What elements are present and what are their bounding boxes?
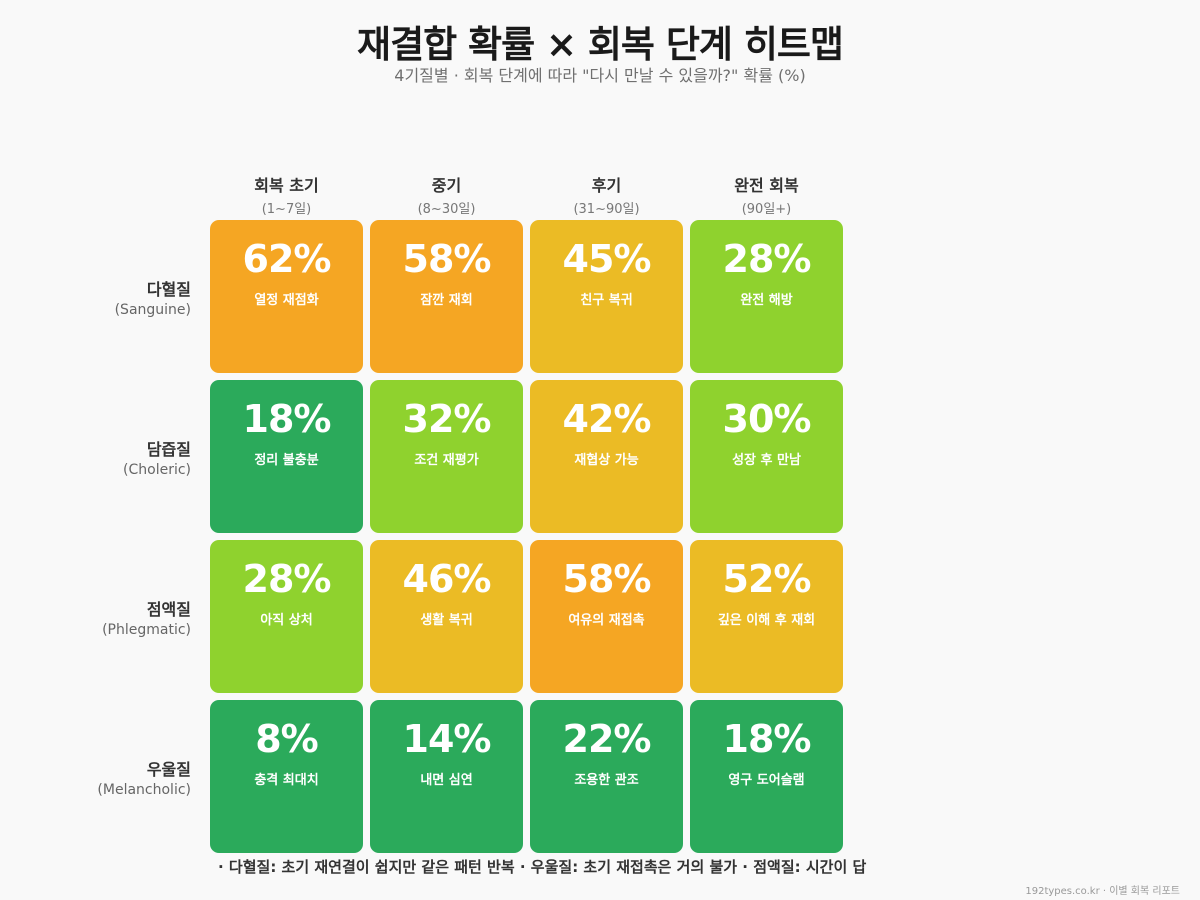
cell-value: 28% <box>722 237 812 281</box>
cell-value: 18% <box>722 717 812 761</box>
cell-value: 28% <box>242 557 332 601</box>
row-header: 점액질 (Phlegmatic) <box>0 596 191 638</box>
chart-title: 재결합 확률 × 회복 단계 히트맵 <box>357 23 844 66</box>
heatmap-cell: 8% 충격 최대치 <box>210 700 363 853</box>
cell-value: 42% <box>562 397 652 441</box>
heatmap-cell: 22% 조용한 관조 <box>530 700 683 853</box>
cell-tag: 조용한 관조 <box>574 773 639 788</box>
column-header: 후기 (31~90일) <box>530 172 683 217</box>
row-label: 우울질 <box>146 760 191 779</box>
column-label: 완전 회복 <box>734 176 799 195</box>
cell-tag: 영구 도어슬램 <box>728 773 805 788</box>
cell-value: 30% <box>722 397 812 441</box>
heatmap-cell: 32% 조건 재평가 <box>370 380 523 533</box>
cell-value: 32% <box>402 397 492 441</box>
row-label: 점액질 <box>146 600 191 619</box>
heatmap-cell: 42% 재협상 가능 <box>530 380 683 533</box>
row-sublabel: (Phlegmatic) <box>102 622 191 638</box>
cell-tag: 잠깐 재회 <box>420 293 473 308</box>
heatmap-cell: 45% 친구 복귀 <box>530 220 683 373</box>
column-sublabel: (31~90일) <box>573 202 640 217</box>
row-label: 다혈질 <box>146 280 191 299</box>
row-sublabel: (Sanguine) <box>114 302 191 318</box>
heatmap-cell: 62% 열정 재점화 <box>210 220 363 373</box>
credit: 192types.co.kr · 이별 회복 리포트 <box>1025 886 1180 897</box>
cell-tag: 아직 상처 <box>260 613 313 628</box>
heatmap-cell: 58% 잠깐 재회 <box>370 220 523 373</box>
row-sublabel: (Melancholic) <box>97 782 191 798</box>
cell-tag: 생활 복귀 <box>420 613 473 628</box>
chart-subtitle: 4기질별 · 회복 단계에 따라 "다시 만날 수 있을까?" 확률 (%) <box>394 66 806 85</box>
row-sublabel: (Choleric) <box>123 462 191 478</box>
heatmap-cell: 14% 내면 심연 <box>370 700 523 853</box>
row-header: 다혈질 (Sanguine) <box>0 276 191 318</box>
cell-value: 58% <box>562 557 652 601</box>
column-label: 중기 <box>431 176 462 195</box>
cell-tag: 내면 심연 <box>420 773 473 788</box>
row-header: 담즙질 (Choleric) <box>0 436 191 478</box>
column-sublabel: (8~30일) <box>417 202 476 217</box>
row-header: 우울질 (Melancholic) <box>0 756 191 798</box>
cell-tag: 깊은 이해 후 재회 <box>717 613 816 628</box>
footnote: · 다혈질: 초기 재연결이 쉽지만 같은 패턴 반복 · 우울질: 초기 재접… <box>218 858 867 876</box>
cell-tag: 조건 재평가 <box>414 453 479 468</box>
cell-tag: 재협상 가능 <box>574 453 639 468</box>
cell-value: 14% <box>402 717 492 761</box>
heatmap-cell: 28% 아직 상처 <box>210 540 363 693</box>
column-header: 회복 초기 (1~7일) <box>210 172 363 217</box>
heatmap-cell: 18% 영구 도어슬램 <box>690 700 843 853</box>
cell-tag: 충격 최대치 <box>254 773 319 788</box>
cell-tag: 열정 재점화 <box>254 293 319 308</box>
cell-value: 46% <box>402 557 492 601</box>
cell-value: 18% <box>242 397 332 441</box>
column-label: 회복 초기 <box>254 176 319 195</box>
column-header: 중기 (8~30일) <box>370 172 523 217</box>
cell-value: 52% <box>722 557 812 601</box>
heatmap-cell: 46% 생활 복귀 <box>370 540 523 693</box>
cell-tag: 친구 복귀 <box>580 293 633 308</box>
column-sublabel: (1~7일) <box>261 202 312 217</box>
cell-tag: 정리 불충분 <box>254 453 319 468</box>
heatmap-cell: 52% 깊은 이해 후 재회 <box>690 540 843 693</box>
heatmap-cell: 28% 완전 해방 <box>690 220 843 373</box>
column-label: 후기 <box>591 176 622 195</box>
cell-tag: 완전 해방 <box>740 293 793 308</box>
row-label: 담즙질 <box>146 440 191 459</box>
heatmap-cell: 18% 정리 불충분 <box>210 380 363 533</box>
cell-value: 45% <box>562 237 652 281</box>
heatmap-cell: 30% 성장 후 만남 <box>690 380 843 533</box>
column-header: 완전 회복 (90일+) <box>690 172 843 217</box>
column-sublabel: (90일+) <box>741 202 792 217</box>
cell-tag: 여유의 재접촉 <box>568 613 645 628</box>
heatmap-cell: 58% 여유의 재접촉 <box>530 540 683 693</box>
cell-value: 62% <box>242 237 332 281</box>
cell-value: 8% <box>255 717 319 761</box>
cell-value: 22% <box>562 717 652 761</box>
cell-value: 58% <box>402 237 492 281</box>
cell-tag: 성장 후 만남 <box>732 453 801 468</box>
